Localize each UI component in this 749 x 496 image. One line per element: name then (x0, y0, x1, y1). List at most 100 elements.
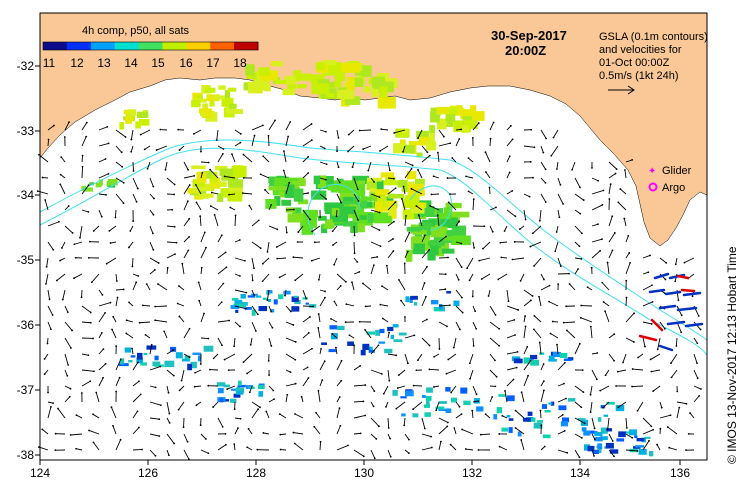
sst-pixel (198, 193, 209, 199)
velocity-arrow (37, 190, 49, 195)
velocity-arrow-head (317, 313, 320, 315)
velocity-arrow (591, 223, 599, 227)
velocity-arrow (98, 158, 106, 163)
velocity-arrow-head (670, 376, 673, 379)
velocity-arrow-head (333, 263, 336, 266)
velocity-arrow (421, 296, 427, 307)
velocity-arrow (472, 305, 476, 312)
sst-pixel (184, 355, 191, 361)
sst-pixel (267, 299, 272, 302)
sst-pixel (450, 397, 457, 403)
velocity-arrow-head (430, 446, 433, 449)
velocity-arrow-head (112, 315, 115, 318)
velocity-arrow-head (294, 279, 297, 282)
velocity-arrow-head (380, 372, 383, 375)
sst-pixel (428, 241, 445, 246)
velocity-arrow (624, 169, 627, 179)
velocity-arrow (540, 380, 545, 387)
velocity-arrow (540, 285, 550, 291)
velocity-arrow (319, 360, 326, 371)
velocity-arrow (263, 432, 270, 435)
velocity-arrow (506, 172, 511, 179)
velocity-arrow (553, 129, 559, 138)
velocity-arrow-head (266, 250, 269, 253)
velocity-arrow-head (628, 252, 631, 254)
velocity-arrow-head (336, 150, 338, 152)
sst-pixel (291, 296, 299, 303)
velocity-arrow-head (241, 192, 244, 195)
sst-pixel (410, 295, 418, 300)
sst-pixel (583, 444, 591, 451)
velocity-arrow-head (629, 261, 631, 264)
velocity-arrow (557, 177, 561, 186)
velocity-arrow-head (122, 202, 125, 205)
velocity-arrow (217, 252, 226, 259)
velocity-arrow (302, 289, 307, 299)
velocity-arrow (472, 337, 475, 346)
sst-pixel (636, 437, 645, 442)
sst-pixel (443, 236, 454, 241)
velocity-arrow-head (288, 181, 291, 184)
velocity-arrow (499, 446, 508, 451)
velocity-arrow-head (423, 234, 426, 237)
velocity-arrow-head (511, 258, 514, 261)
velocity-arrow (370, 449, 376, 459)
velocity-arrow-head (385, 405, 387, 408)
velocity-arrow-head (172, 349, 175, 351)
velocity-arrow (591, 250, 601, 259)
sst-pixel (412, 230, 427, 235)
velocity-arrow (353, 400, 364, 403)
velocity-arrow (557, 383, 565, 387)
velocity-arrow (234, 321, 241, 327)
velocity-arrow-head (150, 343, 153, 346)
velocity-arrow (147, 161, 151, 169)
velocity-arrow (149, 433, 160, 437)
velocity-arrow (98, 289, 103, 296)
sst-pixel (597, 417, 602, 422)
velocity-arrow (421, 319, 428, 323)
velocity-arrow (64, 337, 72, 349)
velocity-arrow (131, 348, 134, 355)
velocity-arrow-head (43, 358, 46, 360)
velocity-arrow-head (494, 359, 496, 362)
velocity-arrow-head (514, 427, 517, 429)
velocity-arrow-head (579, 316, 582, 319)
velocity-arrow (370, 225, 380, 231)
sst-pixel (416, 152, 423, 158)
sst-pixel (405, 296, 410, 303)
sst-pixel (95, 182, 102, 188)
velocity-arrow (149, 193, 155, 199)
glider-tracks (638, 272, 704, 352)
velocity-arrow-head (581, 369, 584, 371)
colorbar-tick: 14 (124, 56, 138, 70)
sst-pixel (329, 325, 338, 330)
velocity-arrow-head (591, 167, 593, 169)
sst-pixel (321, 342, 327, 345)
sst-pixel (517, 431, 522, 437)
velocity-arrow (200, 161, 209, 163)
sst-pixel (294, 299, 301, 305)
velocity-arrow-head (589, 325, 592, 328)
velocity-arrow-head (442, 135, 445, 138)
sst-pixel (340, 206, 356, 215)
glider-track-segment (658, 344, 674, 352)
velocity-arrow-head (415, 369, 418, 372)
velocity-arrow (79, 225, 83, 238)
velocity-arrow (106, 257, 117, 265)
velocity-arrow (574, 209, 581, 215)
sst-pixel (387, 193, 405, 199)
velocity-arrow-head (198, 299, 201, 302)
sst-pixel (405, 249, 413, 262)
velocity-arrow (217, 337, 223, 346)
velocity-arrow (506, 334, 516, 339)
velocity-arrow-head (66, 311, 69, 314)
velocity-arrow-head (578, 456, 581, 459)
velocity-arrow-head (188, 327, 191, 330)
velocity-arrow-head (186, 440, 189, 443)
velocity-arrow-head (529, 245, 532, 248)
velocity-arrow-head (262, 155, 265, 158)
velocity-arrow-head (611, 249, 614, 252)
x-tick-label: 130 (354, 466, 374, 480)
velocity-arrow (539, 209, 542, 221)
sst-pixel (387, 326, 394, 332)
